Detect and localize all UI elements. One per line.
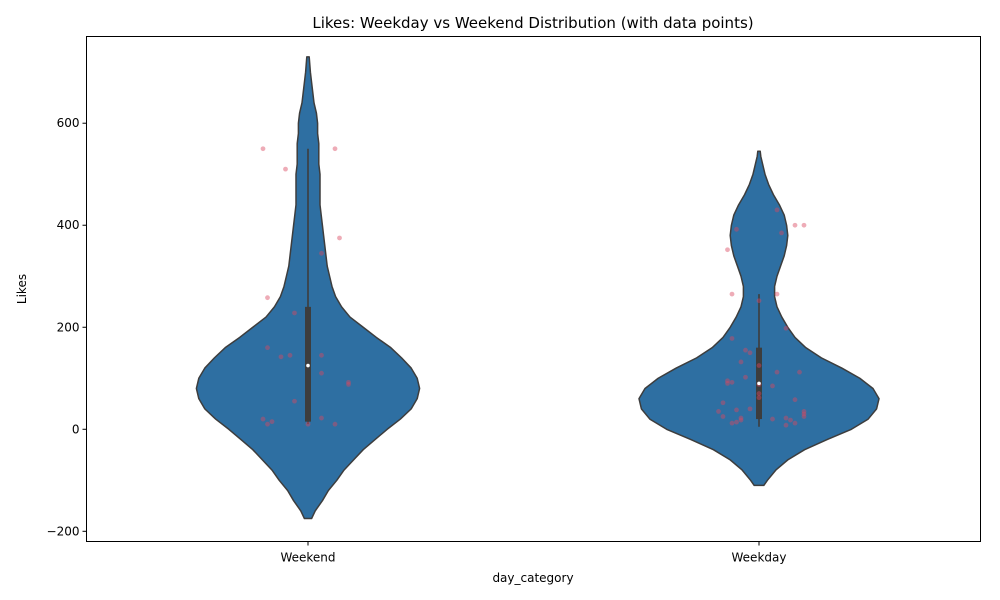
data-point-weekday: [774, 207, 780, 213]
data-point-weekend: [346, 379, 351, 385]
data-point-weekend: [332, 146, 338, 152]
y-tick-label: 400: [57, 218, 80, 232]
data-point-weekend: [292, 398, 297, 404]
data-point-weekday: [792, 420, 798, 426]
data-point-weekday: [788, 417, 793, 423]
x-tick-label: Weekday: [732, 551, 787, 565]
data-point-weekend: [337, 235, 342, 241]
y-tick-label: 600: [57, 116, 80, 130]
data-point-weekend: [265, 421, 270, 427]
data-point-weekday: [774, 369, 780, 375]
data-point-weekend: [283, 166, 288, 172]
data-point-weekday: [792, 397, 798, 403]
data-point-weekend: [319, 250, 324, 256]
data-point-weekday: [729, 420, 735, 426]
data-point-weekday: [756, 363, 762, 368]
data-point-weekday: [743, 347, 748, 353]
data-point-weekday: [756, 298, 762, 304]
x-axis-label: day_category: [492, 571, 573, 585]
data-point-weekday: [734, 407, 739, 413]
y-tick-label: 0: [72, 422, 80, 436]
data-point-weekend: [269, 419, 275, 425]
data-point-weekend: [260, 416, 266, 422]
data-point-weekend: [332, 421, 338, 427]
y-tick-label: −200: [47, 524, 80, 538]
data-point-weekend: [287, 352, 293, 358]
data-point-weekend: [265, 345, 270, 351]
x-tick-label: Weekend: [280, 551, 335, 565]
data-point-weekday: [756, 395, 762, 401]
data-point-weekday: [801, 409, 807, 414]
data-point-weekday: [734, 419, 739, 425]
axes-frame: [86, 36, 981, 542]
data-point-weekday: [801, 222, 807, 228]
data-point-weekday: [729, 379, 735, 385]
data-point-weekday: [738, 415, 744, 421]
median-marker-weekend: [306, 363, 310, 368]
median-marker-weekday: [757, 381, 761, 386]
x-axis: Weekend Weekday: [280, 541, 787, 565]
data-point-weekday: [792, 222, 798, 228]
data-point-weekday: [783, 415, 789, 421]
y-axis-label: Likes: [15, 274, 29, 304]
data-point-weekday: [729, 336, 735, 341]
data-point-weekday: [747, 350, 753, 356]
data-point-weekday: [729, 291, 735, 297]
data-point-weekday: [747, 406, 753, 412]
data-point-weekday: [725, 378, 730, 384]
data-point-weekday: [738, 359, 744, 365]
data-point-weekend: [319, 415, 324, 421]
data-point-weekday: [801, 414, 807, 419]
data-point-weekday: [725, 247, 730, 253]
data-point-weekday: [716, 409, 721, 414]
data-point-weekday: [770, 416, 775, 422]
data-point-weekday: [720, 414, 726, 419]
data-point-weekday: [783, 422, 789, 428]
data-point-weekend: [260, 146, 266, 152]
data-point-weekend: [265, 295, 270, 301]
data-point-weekday: [734, 226, 739, 232]
data-point-weekday: [783, 325, 789, 331]
data-point-weekday: [738, 417, 744, 423]
data-point-weekend: [319, 352, 324, 358]
data-point-weekend: [278, 354, 284, 360]
data-point-weekday: [779, 230, 784, 236]
data-point-weekday: [770, 383, 775, 389]
plot-area: [195, 56, 880, 520]
data-point-weekend: [319, 370, 324, 376]
y-tick-label: 200: [57, 320, 80, 334]
data-point-weekday: [720, 400, 726, 406]
data-point-weekday: [797, 369, 802, 375]
data-point-weekday: [756, 391, 762, 396]
data-point-weekend: [292, 310, 297, 316]
data-point-weekend: [346, 381, 351, 387]
data-point-weekday: [725, 380, 730, 386]
chart-title: Likes: Weekday vs Weekend Distribution (…: [312, 14, 753, 32]
y-axis: −200 0 200 400 600: [47, 116, 87, 538]
data-point-weekday: [743, 374, 748, 380]
data-point-weekend: [305, 421, 311, 427]
data-point-weekday: [774, 291, 780, 297]
data-point-weekday: [801, 411, 807, 417]
